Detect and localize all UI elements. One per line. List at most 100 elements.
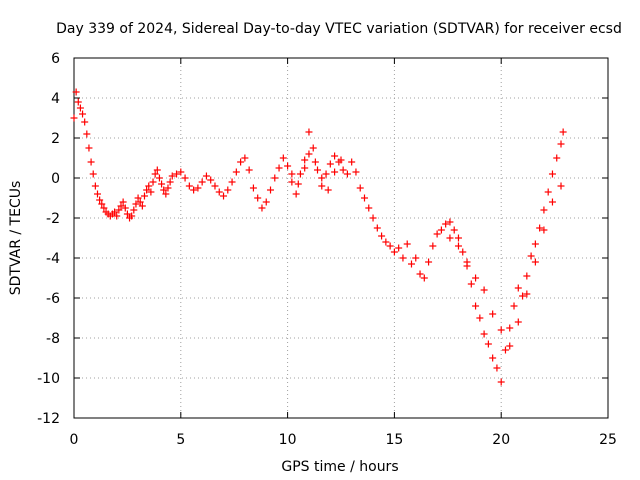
data-point [331,168,339,176]
data-point [331,152,339,160]
data-point [337,156,345,164]
data-point [425,258,433,266]
y-tick-label: 2 [51,131,60,147]
data-point [241,154,249,162]
x-tick-label: 15 [385,432,403,448]
data-point [484,340,492,348]
data-point [352,168,360,176]
data-point [407,260,415,268]
data-point [123,210,131,218]
data-point [121,204,129,212]
data-point [322,170,330,178]
data-point [296,170,304,178]
data-point [476,314,484,322]
data-point [185,182,193,190]
data-point [194,184,202,192]
data-point [420,274,428,282]
data-point [382,238,390,246]
data-point [548,170,556,178]
data-point [559,128,567,136]
x-tick-label: 10 [279,432,297,448]
data-point [232,168,240,176]
data-point [343,170,351,178]
data-point [279,154,287,162]
data-point [360,194,368,202]
chart-title: Day 339 of 2024, Sidereal Day-to-day VTE… [56,21,622,37]
data-point [237,158,245,166]
data-point [215,188,223,196]
y-tick-label: -8 [46,331,60,347]
data-point [74,98,82,106]
y-tick-label: 6 [51,51,60,67]
data-point [450,226,458,234]
data-point [98,200,106,208]
data-point [258,204,266,212]
data-point [305,128,313,136]
data-point [113,212,121,220]
y-tick-label: -12 [37,411,60,427]
x-tick-label: 20 [492,432,510,448]
data-point [254,194,262,202]
data-point [305,150,313,158]
data-point [454,242,462,250]
data-point [527,252,535,260]
data-point [284,162,292,170]
data-point [181,174,189,182]
data-point [548,198,556,206]
data-points [70,88,567,386]
data-point [288,170,296,178]
data-point [493,364,501,372]
axis-ticks [73,57,609,419]
data-point [386,242,394,250]
data-point [540,206,548,214]
data-point [228,178,236,186]
data-point [390,248,398,256]
data-point [119,198,127,206]
data-point [211,182,219,190]
data-point [378,232,386,240]
data-point [72,88,80,96]
y-axis-label: SDTVAR / TECUs [8,181,24,296]
data-point [143,186,151,194]
data-point [294,180,302,188]
data-point [134,194,142,202]
data-point [514,284,522,292]
x-tick-label: 5 [176,432,185,448]
data-point [190,186,198,194]
data-point [480,330,488,338]
data-point [85,144,93,152]
data-point [96,196,104,204]
data-point [399,254,407,262]
data-point [326,160,334,168]
data-point [177,168,185,176]
data-point [437,226,445,234]
data-point [463,258,471,266]
x-axis-label: GPS time / hours [281,459,398,475]
data-point [81,118,89,126]
data-point [459,248,467,256]
data-point [497,326,505,334]
data-point [117,202,125,210]
data-point [155,174,163,182]
data-point [403,240,411,248]
data-point [151,170,159,178]
data-point [454,234,462,242]
data-point [497,378,505,386]
data-point [79,110,87,118]
data-point [472,302,480,310]
data-point [536,224,544,232]
data-point [111,208,119,216]
data-point [412,254,420,262]
data-point [514,318,522,326]
data-point [160,186,168,194]
data-point [145,182,153,190]
x-tick-labels: 0 5 10 15 20 25 [70,432,617,448]
data-point [557,182,565,190]
y-tick-label: 0 [51,171,60,187]
data-point [309,144,317,152]
data-point [324,186,332,194]
data-point [173,170,181,178]
data-point [301,164,309,172]
data-point [489,354,497,362]
